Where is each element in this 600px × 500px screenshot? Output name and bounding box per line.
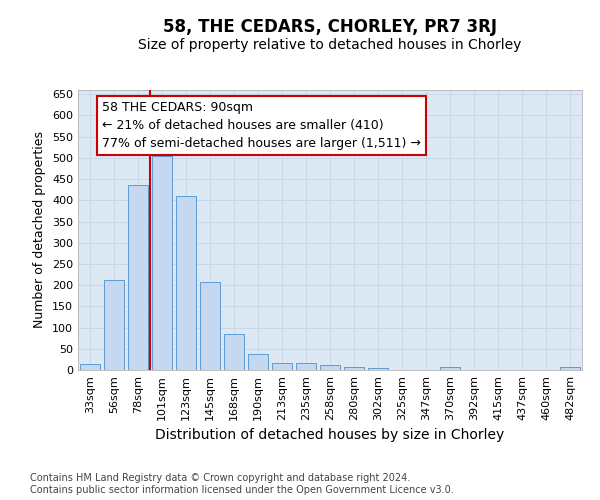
Y-axis label: Number of detached properties: Number of detached properties — [34, 132, 46, 328]
Bar — [320, 365, 340, 370]
Text: 58 THE CEDARS: 90sqm
← 21% of detached houses are smaller (410)
77% of semi-deta: 58 THE CEDARS: 90sqm ← 21% of detached h… — [102, 100, 421, 150]
Bar — [200, 282, 220, 370]
Bar — [152, 156, 172, 370]
Bar — [368, 368, 388, 370]
X-axis label: Distribution of detached houses by size in Chorley: Distribution of detached houses by size … — [155, 428, 505, 442]
Bar — [560, 368, 580, 370]
Bar — [128, 186, 148, 370]
Bar — [104, 280, 124, 370]
Bar — [440, 368, 460, 370]
Text: Contains HM Land Registry data © Crown copyright and database right 2024.
Contai: Contains HM Land Registry data © Crown c… — [30, 474, 454, 495]
Bar — [344, 368, 364, 370]
Bar — [80, 364, 100, 370]
Text: 58, THE CEDARS, CHORLEY, PR7 3RJ: 58, THE CEDARS, CHORLEY, PR7 3RJ — [163, 18, 497, 36]
Bar — [248, 354, 268, 370]
Bar — [296, 363, 316, 370]
Text: Size of property relative to detached houses in Chorley: Size of property relative to detached ho… — [139, 38, 521, 52]
Bar — [224, 334, 244, 370]
Bar — [176, 196, 196, 370]
Bar — [272, 363, 292, 370]
